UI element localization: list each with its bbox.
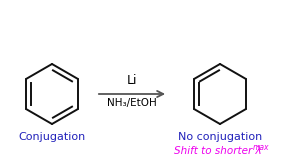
Text: No conjugation: No conjugation	[178, 132, 262, 142]
Text: Conjugation: Conjugation	[18, 132, 86, 142]
Text: Shift to shorter λ: Shift to shorter λ	[174, 146, 262, 156]
Text: max: max	[253, 143, 269, 152]
Text: Li: Li	[127, 74, 137, 87]
Text: NH₃/EtOH: NH₃/EtOH	[107, 98, 157, 108]
